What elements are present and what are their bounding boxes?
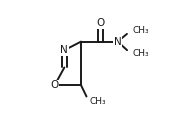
Text: N: N: [61, 45, 68, 55]
Text: N: N: [114, 37, 122, 47]
Text: CH₃: CH₃: [132, 49, 149, 58]
Text: O: O: [96, 18, 105, 28]
Text: O: O: [51, 80, 59, 90]
Text: CH₃: CH₃: [132, 26, 149, 35]
Text: CH₃: CH₃: [90, 97, 106, 106]
